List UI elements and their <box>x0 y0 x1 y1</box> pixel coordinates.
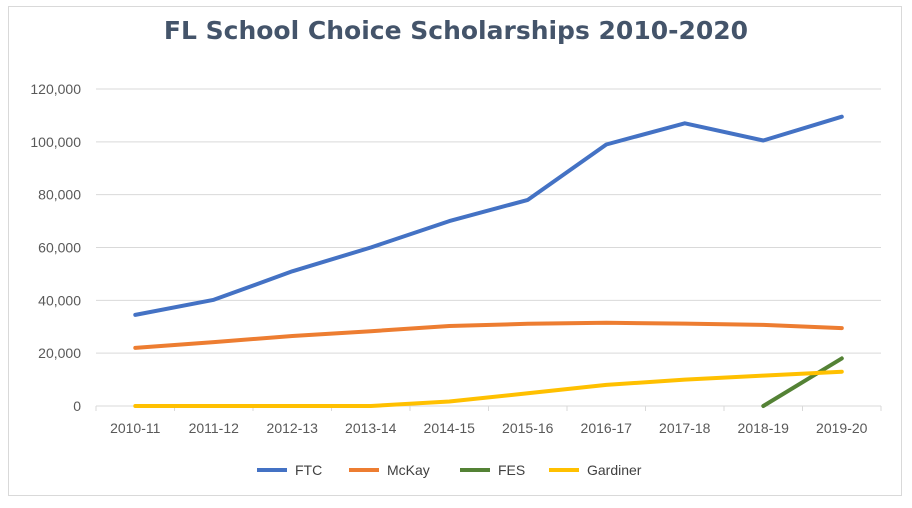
series-line-ftc <box>133 114 844 317</box>
series-line-mckay <box>133 320 844 350</box>
legend-swatch <box>349 468 379 472</box>
legend-item-fes: FES <box>460 458 525 482</box>
x-tick-label: 2016-17 <box>581 420 633 436</box>
x-tick-label: 2017-18 <box>659 420 711 436</box>
x-tick-label: 2013-14 <box>345 420 397 436</box>
y-tick-label: 100,000 <box>30 134 81 150</box>
legend-label: FTC <box>295 462 323 478</box>
y-tick-label: 80,000 <box>38 187 81 203</box>
gridlines <box>96 88 881 354</box>
legend-item-ftc: FTC <box>257 458 322 482</box>
y-axis-ticks: 0 20,000 40,000 60,000 80,000 100,000 120,000 <box>30 81 81 414</box>
series-line-fes <box>761 356 844 408</box>
legend-item-gardiner: Gardiner <box>549 458 641 482</box>
legend-label: FES <box>498 462 526 478</box>
x-tick-label: 2012-13 <box>267 420 319 436</box>
y-tick-label: 0 <box>73 398 81 414</box>
legend: FTC McKay FES Gardiner <box>0 458 912 482</box>
x-tick-label: 2010-11 <box>110 420 161 436</box>
x-tick-label: 2011-12 <box>189 420 240 436</box>
y-tick-label: 120,000 <box>30 81 81 97</box>
legend-swatch <box>549 468 579 472</box>
x-tick-label: 2015-16 <box>502 420 554 436</box>
series-lines <box>133 114 844 408</box>
legend-swatch <box>460 468 490 472</box>
legend-item-mckay: McKay <box>349 458 430 482</box>
legend-swatch <box>257 468 287 472</box>
y-tick-label: 40,000 <box>38 292 81 308</box>
y-tick-label: 20,000 <box>38 345 81 361</box>
x-tick-label: 2018-19 <box>738 420 790 436</box>
y-tick-label: 60,000 <box>38 240 81 256</box>
chart-title: FL School Choice Scholarships 2010-2020 <box>163 16 749 45</box>
legend-label: Gardiner <box>587 462 642 478</box>
x-axis-ticks: 2010-11 2011-12 2012-13 2013-14 2014-15 2015-… <box>110 420 868 436</box>
chart-frame <box>8 6 902 496</box>
series-line-gardiner <box>133 369 844 408</box>
legend-label: McKay <box>387 462 430 478</box>
x-tick-label: 2014-15 <box>424 420 476 436</box>
x-tick-label: 2019-20 <box>816 420 868 436</box>
